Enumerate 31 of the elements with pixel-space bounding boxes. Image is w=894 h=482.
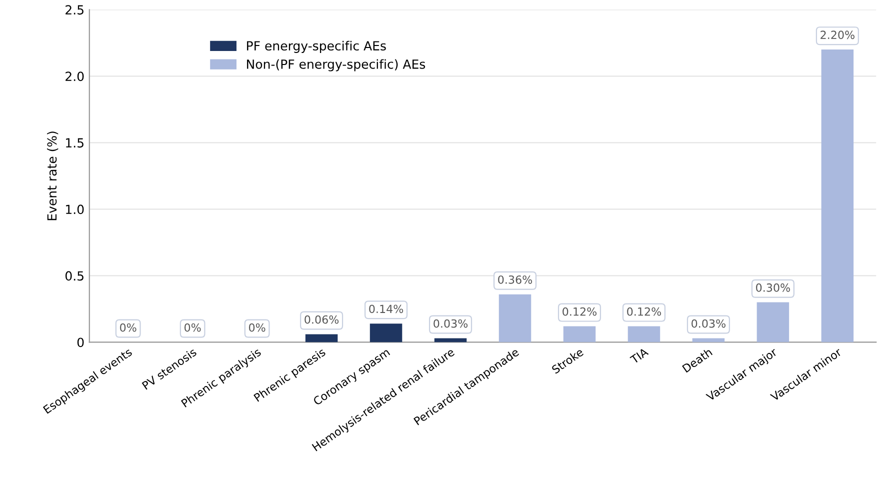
bar (692, 338, 725, 342)
y-tick-label: 0.5 (65, 271, 84, 281)
y-tick-label: 1.5 (66, 138, 84, 148)
data-label: 0.03% (692, 319, 726, 328)
bar (821, 50, 854, 342)
bar (563, 326, 596, 342)
bar (756, 302, 790, 342)
y-tick-label: 2.5 (66, 5, 84, 15)
data-label: 0% (184, 323, 201, 332)
y-tick-label: 0 (77, 338, 84, 348)
bar (628, 326, 660, 342)
bar (434, 338, 467, 342)
data-label: 0.12% (562, 307, 597, 316)
data-label: 0.14% (369, 304, 404, 314)
data-label: 0.03% (434, 319, 468, 328)
data-label: 0.30% (756, 283, 790, 292)
bar (305, 334, 338, 342)
legend-label: Non-(PF energy-specific) AEs (247, 59, 426, 72)
data-label: 0.12% (627, 307, 662, 316)
bar (370, 324, 402, 342)
data-label: 0% (248, 323, 266, 332)
data-label: 0.06% (304, 315, 339, 324)
y-tick-label: 2.0 (66, 72, 84, 82)
bar (498, 294, 532, 342)
x-tick-label: TIA (630, 347, 649, 364)
y-axis-title: Event rate (%) (47, 132, 58, 220)
data-label: 2.20% (820, 30, 854, 40)
legend-label: PF energy-specific AEs (247, 40, 386, 53)
y-tick-label: 1.0 (66, 204, 84, 214)
data-label: 0.36% (498, 275, 532, 284)
data-label: 0% (120, 323, 136, 332)
